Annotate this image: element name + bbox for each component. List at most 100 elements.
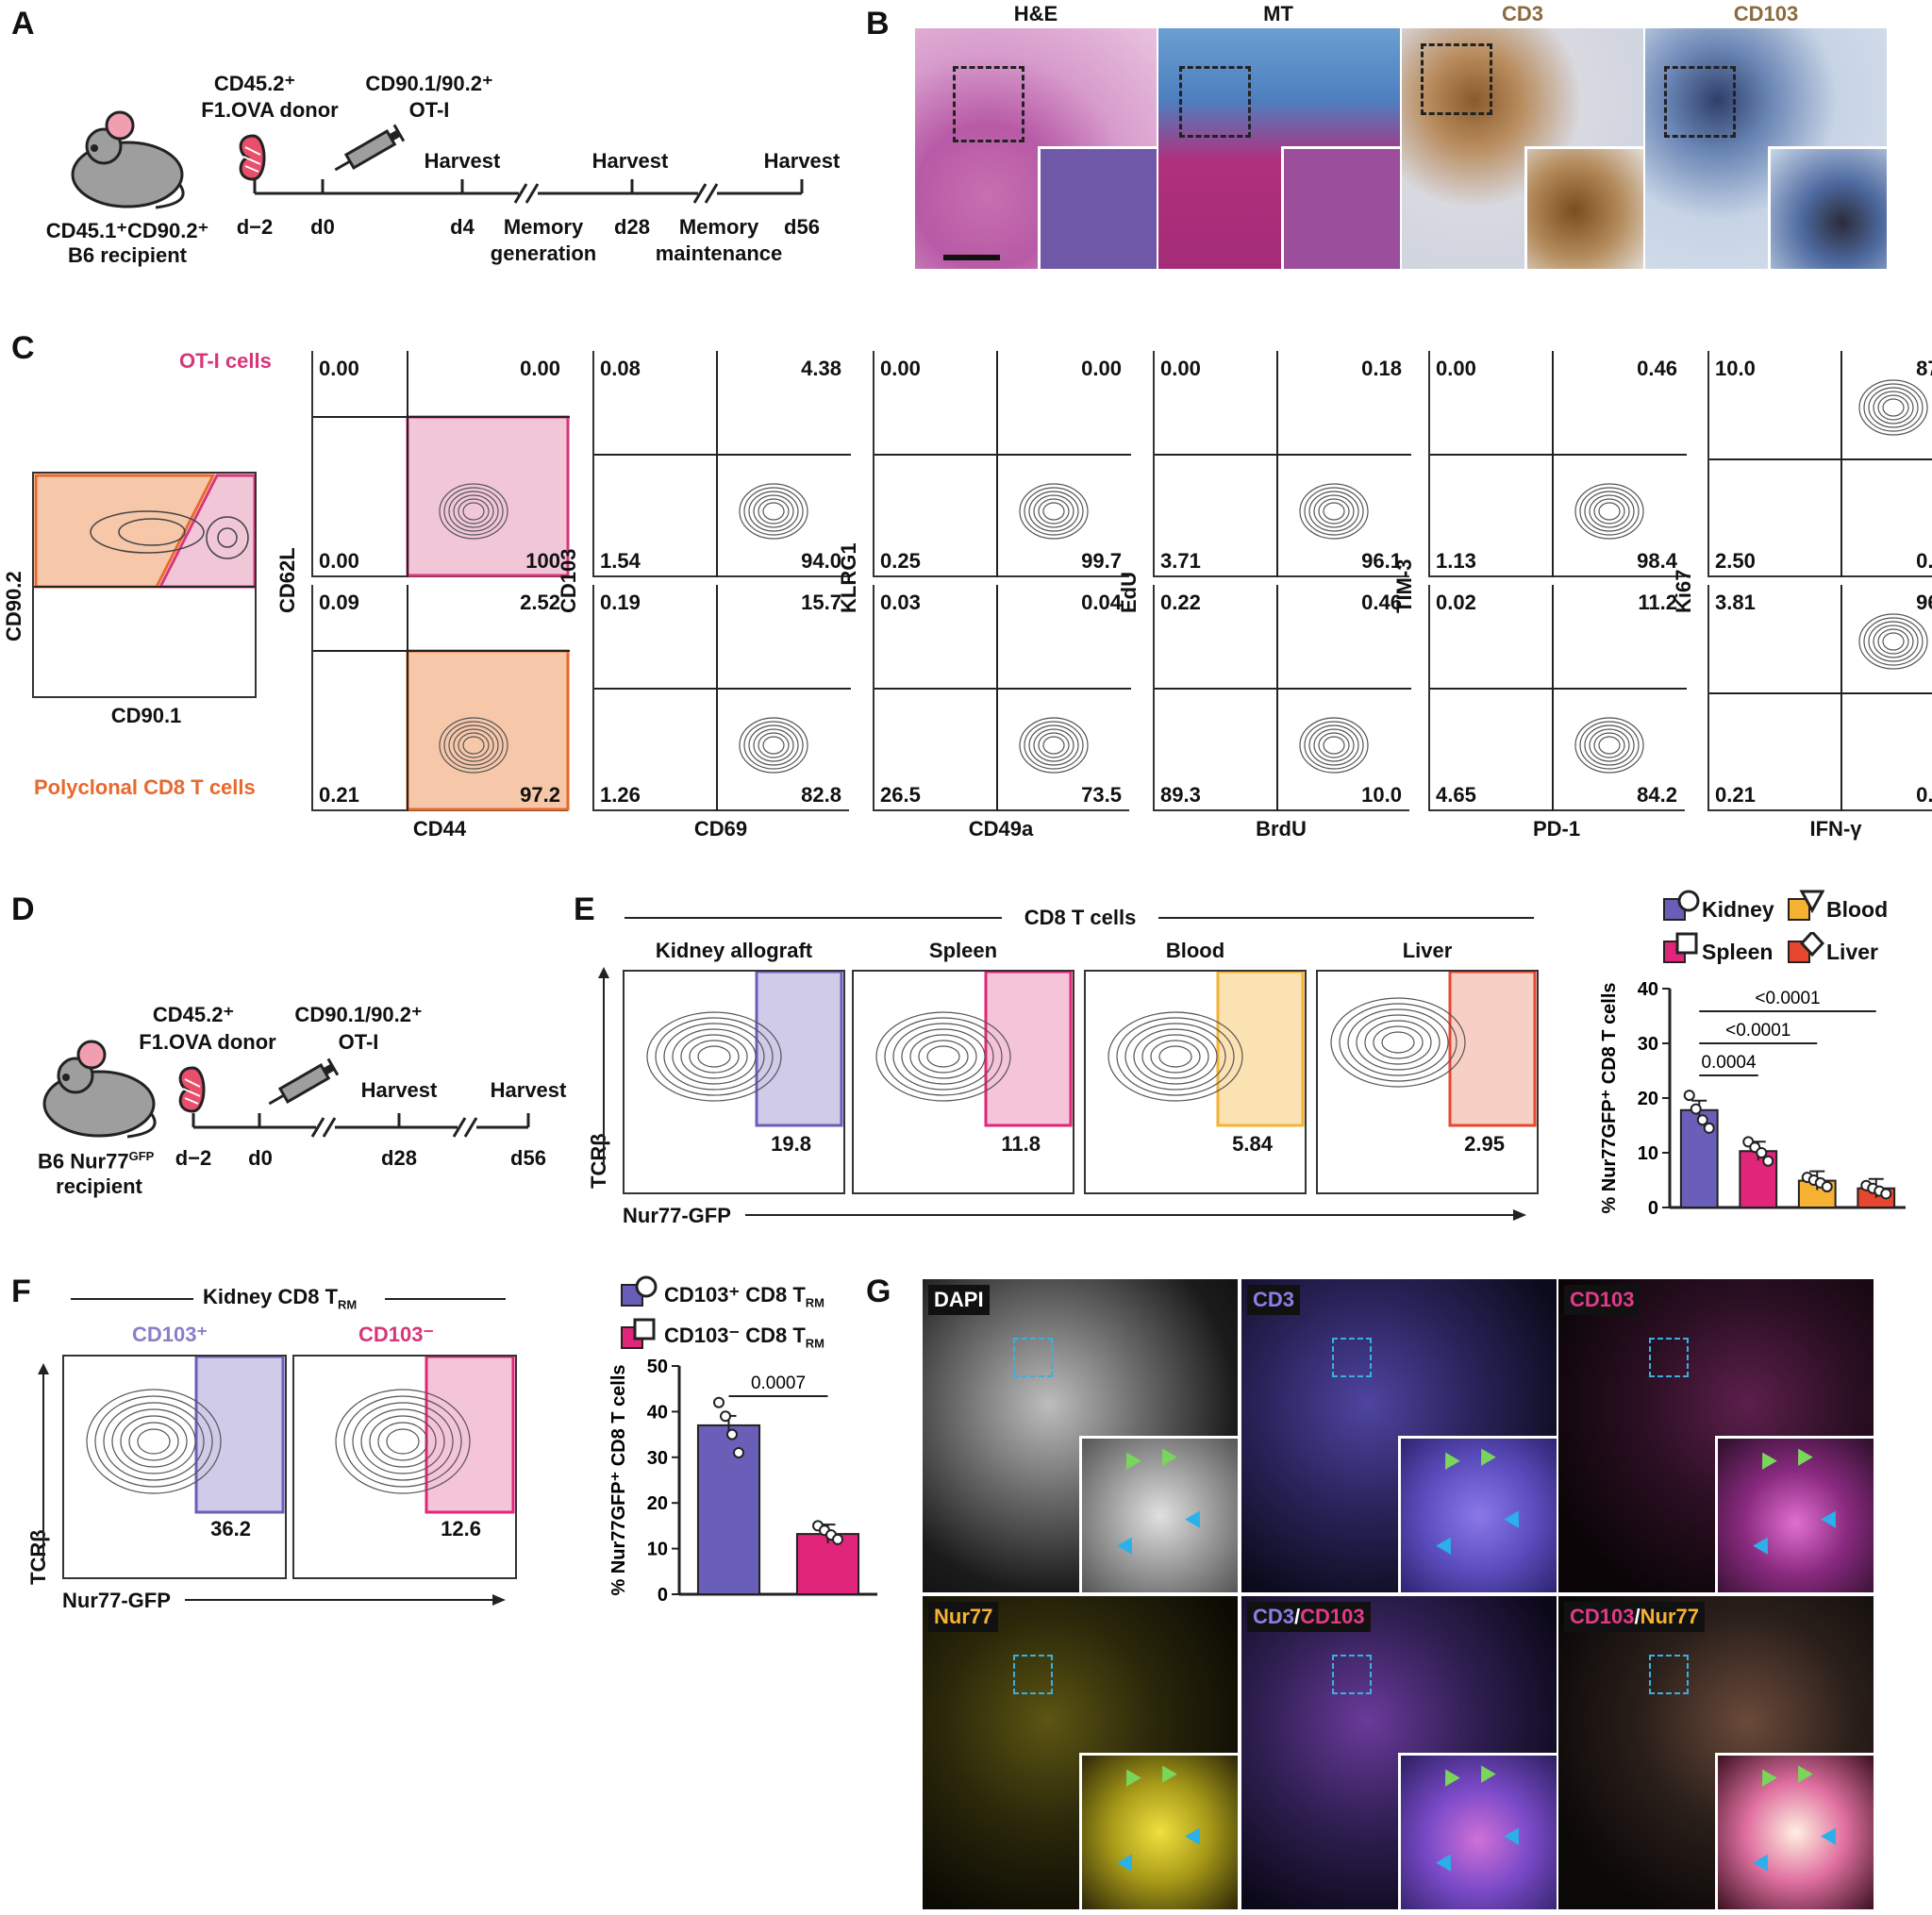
c-quadrant-value: 0.03: [880, 591, 921, 614]
a-memmain1: Memory: [678, 215, 759, 239]
e-tissue-label: Spleen: [928, 939, 998, 962]
c-quadrant-value: 0.00: [1160, 357, 1201, 380]
b-title-mt: MT: [1263, 2, 1293, 25]
c-quadrant-value: 4.38: [801, 357, 841, 380]
c-quadrant-value: 26.5: [880, 783, 921, 807]
e-gate-value: 5.84: [1232, 1132, 1273, 1156]
a-harvest1: Harvest: [424, 149, 501, 173]
panel-label-b: B: [866, 6, 890, 42]
panel-label-c: C: [11, 330, 35, 366]
b-title-cd3: CD3: [1501, 2, 1544, 25]
c-pregate-yaxis: CD90.2: [2, 571, 25, 641]
d-harvest2: Harvest: [490, 1078, 567, 1102]
d-timeline: [192, 1113, 530, 1138]
e-header-line-right: [1158, 917, 1534, 919]
c-quadrant-value: 4.65: [1436, 783, 1476, 807]
d-donor-label2: F1.OVA donor: [139, 1030, 276, 1054]
c-xaxis-label: CD69: [693, 817, 748, 841]
c-plot-polyclonal: [311, 585, 570, 811]
p-value: 0.0004: [1701, 1053, 1757, 1073]
b-mt-image: [1158, 28, 1400, 269]
c-quadrant-value: 10.0: [1361, 783, 1402, 807]
y-tick-label: 20: [1638, 1089, 1658, 1109]
a-harvest3: Harvest: [763, 149, 841, 173]
c-yaxis-label: CD62L: [275, 547, 299, 613]
a-day1: d0: [310, 215, 335, 239]
d-recipient-label: B6 Nur77GFP: [38, 1149, 155, 1174]
c-plot-polyclonal: [873, 585, 1131, 811]
e-flow-plot: [852, 970, 1074, 1194]
c-quadrant-value: 0.00: [520, 357, 560, 380]
g-microscopy-image: [1241, 1596, 1557, 1909]
c-quadrant-value: 0.25: [880, 549, 921, 573]
c-quadrant-value: 0.18: [1361, 357, 1402, 380]
a-day3: d28: [614, 215, 650, 239]
e-gate-value: 2.95: [1464, 1132, 1505, 1156]
syringe-icon: [268, 1057, 340, 1106]
data-point: [713, 1396, 724, 1408]
g-microscopy-image: [923, 1279, 1238, 1592]
c-plot-polyclonal: [1707, 585, 1932, 811]
c-plot-oti: [1153, 351, 1411, 577]
c-quadrant-value: 0.09: [319, 591, 359, 614]
a-timeline: [253, 179, 804, 204]
c-xaxis-label: BrdU: [1256, 817, 1307, 841]
c-quadrant-value: 99.7: [1081, 549, 1122, 573]
b-he-image: [915, 28, 1157, 269]
f-flow-plot: [292, 1355, 517, 1579]
e-tissue-label: Blood: [1165, 939, 1225, 962]
p-value: 0.0007: [751, 1374, 806, 1393]
c-quadrant-value: 1.13: [1436, 549, 1476, 573]
c-yaxis-label: Ki67: [1672, 569, 1695, 613]
d-day0: d−2: [175, 1146, 212, 1170]
c-xaxis-label: IFN-γ: [1809, 817, 1862, 841]
c-yaxis-label: KLRG1: [837, 542, 860, 613]
c-quadrant-value: 0.22: [1160, 591, 1201, 614]
y-tick-label: 10: [647, 1540, 668, 1560]
y-tick-label: 0: [1648, 1198, 1658, 1219]
d-donor-label: CD45.2⁺: [152, 1003, 235, 1026]
f-legend-neg: CD103⁻ CD8 TRM: [664, 1324, 824, 1351]
a-donor-label2: F1.OVA donor: [201, 98, 339, 122]
y-axis-label: % Nur77GFP⁺ CD8 T cells: [608, 1364, 629, 1595]
a-day2: d4: [450, 215, 475, 239]
c-plot-oti: [311, 351, 570, 577]
f-gate-label-neg: CD103⁻: [358, 1323, 435, 1346]
d-recipient-label2: recipient: [56, 1174, 142, 1198]
data-point: [1880, 1188, 1892, 1200]
f-legend-pos: CD103⁺ CD8 TRM: [664, 1283, 824, 1310]
c-quadrant-value: 0.00: [1436, 357, 1476, 380]
c-quadrant-value: 0.00: [1916, 783, 1932, 807]
g-channel-label: CD103/Nur77: [1564, 1602, 1705, 1632]
c-plot-oti: [1428, 351, 1687, 577]
c-pregate-plot: [32, 472, 257, 698]
y-tick-label: 0: [658, 1585, 668, 1606]
e-legend-liver-icon: [1788, 932, 1824, 963]
c-quadrant-value: 0.04: [1081, 591, 1122, 614]
data-point: [1703, 1122, 1715, 1134]
c-xaxis-label: PD-1: [1532, 817, 1581, 841]
c-quadrant-value: 96.1: [1361, 549, 1402, 573]
d-oti-label2: OT-I: [338, 1030, 379, 1054]
e-legend-kidney-icon: [1663, 890, 1700, 921]
c-quadrant-value: 87.5: [1916, 357, 1932, 380]
p-value: <0.0001: [1725, 1021, 1790, 1041]
c-quadrant-value: 0.21: [319, 783, 359, 807]
data-point: [1683, 1090, 1695, 1102]
b-title-he: H&E: [1013, 2, 1058, 25]
c-yaxis-label: TIM-3: [1392, 558, 1416, 613]
f-header-line-left: [71, 1298, 193, 1300]
p-value: <0.0001: [1755, 989, 1820, 1008]
c-quadrant-value: 94.0: [801, 549, 841, 573]
c-quadrant-value: 89.3: [1160, 783, 1201, 807]
c-quadrant-value: 73.5: [1081, 783, 1122, 807]
e-legend-kidney: Kidney: [1702, 897, 1774, 922]
c-plot-polyclonal: [1153, 585, 1411, 811]
c-xaxis-label: CD49a: [968, 817, 1034, 841]
g-microscopy-image: [1241, 1279, 1557, 1592]
c-quadrant-value: 1.26: [600, 783, 641, 807]
a-harvest2: Harvest: [591, 149, 669, 173]
e-xaxis-arrow: [745, 1209, 1526, 1221]
c-plot-oti: [1707, 351, 1932, 577]
e-yaxis-arrow: [598, 967, 609, 1165]
